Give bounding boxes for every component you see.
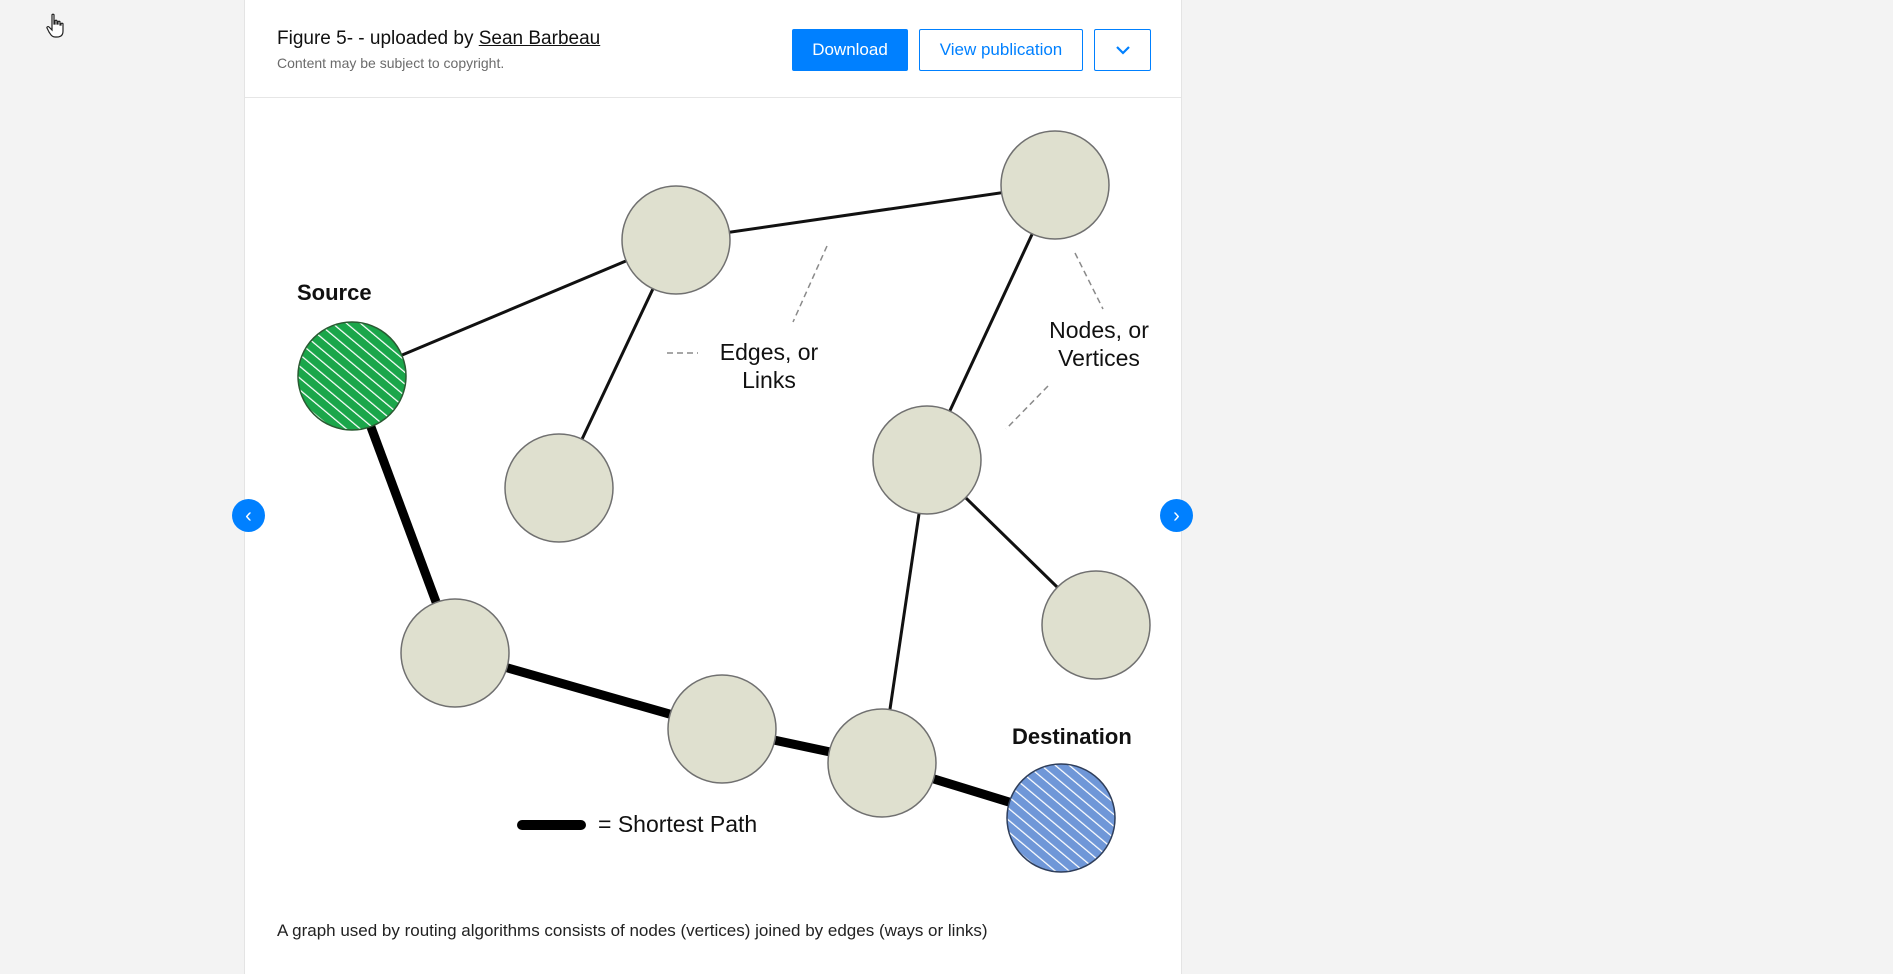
more-options-button[interactable] [1094,29,1151,71]
source-node [297,321,407,431]
destination-label: Destination [1012,724,1132,749]
copyright-notice: Content may be subject to copyright. [277,55,505,71]
edges-label-line1: Edges, or [720,339,819,365]
previous-figure-button[interactable]: ‹ [232,499,265,532]
chevron-down-icon [1115,46,1130,55]
graph-node [667,674,777,784]
graph-node [400,598,510,708]
graph-node [621,185,731,295]
next-figure-button[interactable]: › [1160,499,1193,532]
download-button[interactable]: Download [792,29,908,71]
figure-title-prefix: Figure 5- - uploaded by [277,28,479,49]
graph-node [504,433,614,543]
edges-label-line2: Links [742,367,796,393]
nodes-label-line2: Vertices [1058,345,1140,371]
graph-node [1041,570,1151,680]
chevron-right-icon: › [1173,504,1180,527]
nodes-leader-line-2 [1005,385,1049,430]
graph-node [1000,130,1110,240]
figure-viewer-panel: Figure 5- - uploaded by Sean Barbeau Con… [244,0,1182,974]
edges-leader-line-1 [792,245,828,323]
graph-node [827,708,937,818]
graph-figure: Source Destination Edges, or Links Nodes… [297,130,1151,873]
graph-node [872,405,982,515]
chevron-left-icon: ‹ [245,504,252,527]
hand-cursor-icon [46,13,66,39]
figure-caption: A graph used by routing algorithms consi… [277,921,988,940]
nodes-leader-line-1 [1074,252,1104,310]
figure-header: Figure 5- - uploaded by Sean Barbeau Con… [245,0,1181,98]
legend-label: = Shortest Path [598,811,757,837]
figure-title: Figure 5- - uploaded by Sean Barbeau [277,28,600,50]
edge-source-n1 [351,238,677,378]
uploader-link[interactable]: Sean Barbeau [478,28,601,49]
view-publication-button[interactable]: View publication [919,29,1083,71]
edge-n1-n2 [675,183,1056,242]
source-label: Source [297,280,372,305]
destination-node [1006,763,1116,873]
nodes-label-line1: Nodes, or [1049,317,1149,343]
